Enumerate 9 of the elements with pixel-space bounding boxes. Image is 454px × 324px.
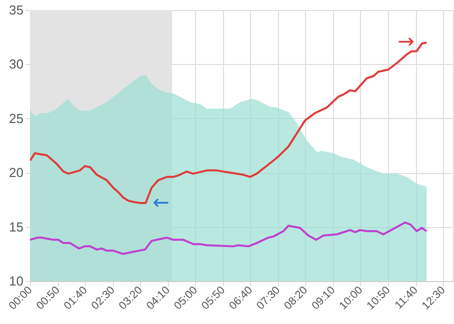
y-tick-label: 25 [9, 110, 24, 126]
y-tick-label: 30 [9, 56, 24, 72]
annotation: ← [152, 190, 170, 214]
y-tick-label: 15 [9, 219, 24, 234]
y-tick-label: 35 [9, 2, 24, 18]
y-tick-label: 10 [9, 274, 24, 288]
y-tick-label: 20 [9, 165, 24, 180]
line-series [30, 221, 428, 255]
annotation: → [398, 29, 414, 53]
